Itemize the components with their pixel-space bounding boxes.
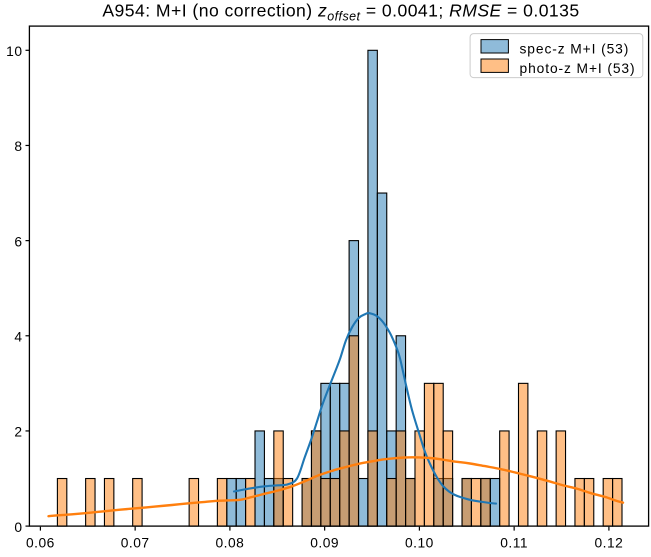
svg-text:0.12: 0.12 <box>594 535 623 550</box>
svg-text:0.07: 0.07 <box>121 535 150 550</box>
svg-text:2: 2 <box>14 425 22 440</box>
svg-text:4: 4 <box>14 329 22 344</box>
svg-text:6: 6 <box>14 234 22 249</box>
svg-text:0.10: 0.10 <box>405 535 434 550</box>
svg-text:10: 10 <box>6 44 22 59</box>
svg-text:0.11: 0.11 <box>500 535 528 550</box>
svg-text:A954: M+I (no correction) zoff: A954: M+I (no correction) zoffset = 0.00… <box>102 1 579 24</box>
svg-text:0.06: 0.06 <box>26 535 55 550</box>
svg-text:0: 0 <box>14 520 22 535</box>
svg-text:0.09: 0.09 <box>310 535 339 550</box>
svg-text:8: 8 <box>14 139 22 154</box>
svg-text:photo-z M+I (53): photo-z M+I (53) <box>520 61 636 76</box>
svg-text:0.08: 0.08 <box>215 535 244 550</box>
svg-text:spec-z M+I (53): spec-z M+I (53) <box>520 41 630 56</box>
